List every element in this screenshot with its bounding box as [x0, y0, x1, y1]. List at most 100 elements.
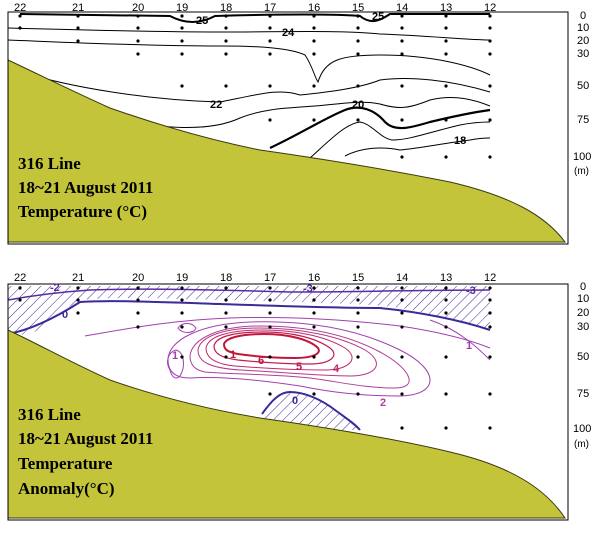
station-label: 14	[396, 272, 408, 284]
contour-label: 25	[372, 11, 384, 23]
depth-label: 30	[577, 321, 589, 333]
sample-point	[180, 39, 184, 43]
sample-point	[312, 39, 316, 43]
sample-point	[400, 52, 404, 56]
contour-label: 6	[258, 355, 264, 367]
depth-label: 0	[580, 10, 586, 22]
sample-point	[400, 392, 404, 396]
sample-point	[400, 426, 404, 430]
sample-point	[400, 155, 404, 159]
panel-title-line: 18~21 August 2011	[18, 178, 153, 197]
sample-point	[136, 286, 140, 290]
depth-label: 30	[577, 48, 589, 60]
station-label: 22	[14, 2, 26, 14]
depth-label: 10	[577, 22, 589, 34]
sample-point	[400, 84, 404, 88]
sample-point	[312, 14, 316, 18]
contour-label: 2	[380, 397, 386, 409]
sample-point	[224, 355, 228, 359]
depth-label: 50	[577, 351, 589, 363]
sample-point	[180, 325, 184, 329]
station-label: 17	[264, 2, 276, 14]
sample-point	[268, 52, 272, 56]
sample-point	[76, 298, 80, 302]
sample-point	[312, 325, 316, 329]
sample-point	[312, 26, 316, 30]
sample-point	[268, 84, 272, 88]
depth-label: 0	[580, 281, 586, 293]
sample-point	[312, 52, 316, 56]
depth-label: 100	[573, 151, 591, 163]
sample-point	[136, 52, 140, 56]
sample-point	[488, 325, 492, 329]
depth-label: 10	[577, 293, 589, 305]
sample-point	[268, 39, 272, 43]
sample-point	[444, 355, 448, 359]
panel-title-line: 316 Line	[18, 405, 81, 424]
sample-point	[268, 14, 272, 18]
panel-title-line: 18~21 August 2011	[18, 429, 153, 448]
depth-label: 20	[577, 35, 589, 47]
sample-point	[180, 14, 184, 18]
sample-point	[356, 298, 360, 302]
sample-point	[268, 286, 272, 290]
sample-point	[356, 14, 360, 18]
sample-point	[268, 26, 272, 30]
sample-point	[488, 298, 492, 302]
sample-point	[76, 26, 80, 30]
sample-point	[488, 39, 492, 43]
seafloor	[7, 329, 566, 519]
station-label: 20	[132, 272, 144, 284]
sample-point	[268, 118, 272, 122]
sample-point	[488, 426, 492, 430]
temperature-panel: 22 21 20 19 18 17 16 15 14 13 12 0 10 20…	[7, 2, 591, 245]
sample-point	[444, 426, 448, 430]
sample-point	[312, 286, 316, 290]
sample-point	[180, 355, 184, 359]
sample-point	[488, 26, 492, 30]
sample-point	[488, 118, 492, 122]
station-label: 17	[264, 272, 276, 284]
sample-point	[224, 14, 228, 18]
station-label: 21	[72, 2, 84, 14]
sample-point	[444, 14, 448, 18]
sample-point	[444, 325, 448, 329]
panel-title-line: Temperature (°C)	[18, 202, 147, 221]
sample-point	[76, 14, 80, 18]
contour-label: 24	[282, 27, 295, 39]
sample-point	[136, 325, 140, 329]
station-label: 12	[484, 272, 496, 284]
sample-point	[356, 52, 360, 56]
sample-point	[400, 118, 404, 122]
sample-point	[136, 39, 140, 43]
sample-point	[356, 39, 360, 43]
station-label: 16	[308, 2, 320, 14]
anomaly-panel: 22 21 20 19 18 17 16 15 14 13 12 0 10 20…	[7, 272, 591, 521]
sample-point	[488, 311, 492, 315]
contour-label: 4	[333, 363, 340, 375]
station-label: 14	[396, 2, 408, 14]
station-label: 19	[176, 2, 188, 14]
sample-point	[400, 311, 404, 315]
sample-points-temperature	[18, 14, 492, 159]
sample-point	[356, 84, 360, 88]
sample-point	[444, 286, 448, 290]
sample-point	[488, 155, 492, 159]
sample-point	[180, 298, 184, 302]
sample-point	[400, 39, 404, 43]
sample-point	[488, 392, 492, 396]
contour-label: 0	[292, 395, 298, 407]
sample-point	[136, 298, 140, 302]
contour-label: 20	[352, 99, 364, 111]
sample-point	[180, 84, 184, 88]
sample-point	[488, 286, 492, 290]
sample-point	[444, 26, 448, 30]
contour-label: 0	[62, 309, 68, 321]
sample-point	[356, 325, 360, 329]
station-label: 15	[352, 272, 364, 284]
sample-point	[444, 52, 448, 56]
contour-label: 22	[210, 99, 222, 111]
panel-title-line: Temperature	[18, 454, 113, 473]
sample-point	[268, 298, 272, 302]
sample-point	[18, 26, 22, 30]
